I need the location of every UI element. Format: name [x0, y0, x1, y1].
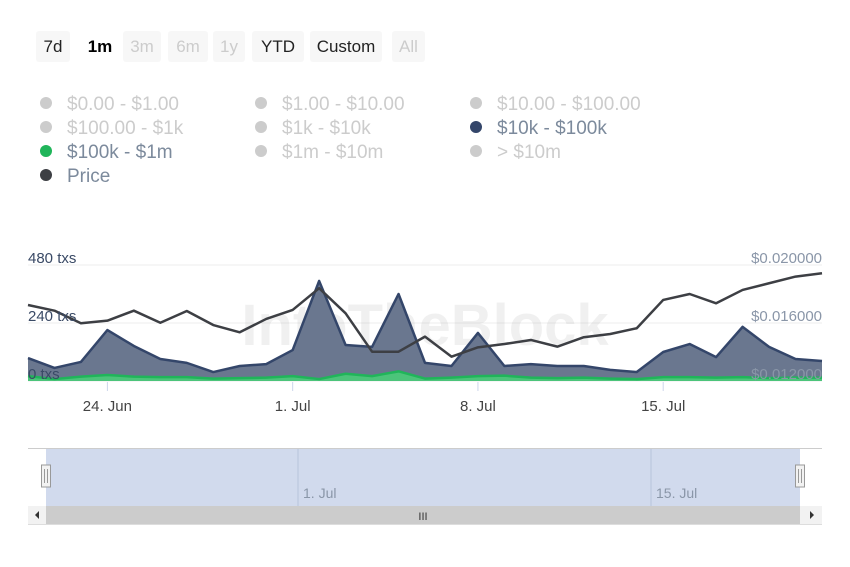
legend-dot-icon: [40, 121, 52, 133]
range-button-1y[interactable]: 1y: [213, 31, 245, 62]
x-tick-label: 8. Jul: [460, 398, 496, 415]
x-tick-label: 24. Jun: [83, 398, 132, 415]
watermark-logo: IntoTheBlock: [241, 293, 609, 358]
legend-dot-icon: [255, 145, 267, 157]
x-tick-label: 15. Jul: [641, 398, 685, 415]
legend-item[interactable]: $100k - $1m: [40, 142, 173, 164]
legend-item[interactable]: $10.00 - $100.00: [470, 94, 641, 116]
legend-dot-icon: [470, 121, 482, 133]
range-button-7d[interactable]: 7d: [36, 31, 70, 62]
legend-dot-icon: [40, 169, 52, 181]
area-line-1: [27, 370, 822, 381]
legend-dot-icon: [40, 97, 52, 109]
legend-label: $1m - $10m: [282, 142, 384, 163]
scroll-right-arrow-icon[interactable]: [810, 511, 814, 519]
legend-dot-icon: [255, 121, 267, 133]
legend-item[interactable]: $100.00 - $1k: [40, 118, 183, 140]
legend-item[interactable]: $1m - $10m: [255, 142, 383, 164]
legend-label: $1.00 - $10.00: [282, 94, 405, 115]
x-tick-label: 1. Jul: [275, 398, 311, 415]
scrollbar-track[interactable]: [28, 506, 822, 524]
y-left-tick-label: 240 txs: [28, 308, 76, 325]
legend-label: $10k - $100k: [497, 118, 607, 139]
legend-item[interactable]: $1.00 - $10.00: [255, 94, 405, 116]
legend-label: $100.00 - $1k: [67, 118, 184, 139]
area-line-0: [27, 279, 823, 374]
legend-dot-icon: [470, 145, 482, 157]
area-series-0: [28, 280, 822, 381]
legend-item[interactable]: > $10m: [470, 142, 561, 164]
legend-label: $10.00 - $100.00: [497, 94, 641, 115]
range-button-custom[interactable]: Custom: [310, 31, 382, 62]
legend-item[interactable]: $0.00 - $1.00: [40, 94, 179, 116]
range-button-1m[interactable]: 1m: [80, 31, 120, 62]
legend-label: $1k - $10k: [282, 118, 371, 139]
scroll-left-arrow-icon[interactable]: [35, 511, 39, 519]
range-button-6m[interactable]: 6m: [168, 31, 208, 62]
legend-item[interactable]: Price: [40, 166, 110, 188]
navigator-tick-label: 15. Jul: [656, 485, 697, 501]
legend-item[interactable]: $10k - $100k: [470, 118, 607, 140]
legend-item[interactable]: $1k - $10k: [255, 118, 371, 140]
y-right-tick-label: $0.016000: [751, 308, 822, 325]
legend-dot-icon: [255, 97, 267, 109]
scrollbar-thumb[interactable]: [46, 506, 800, 524]
y-left-tick-label: 480 txs: [28, 250, 76, 267]
legend-label: Price: [67, 166, 111, 187]
navigator-handle[interactable]: [795, 464, 805, 488]
price-line: [27, 272, 823, 358]
legend-dot-icon: [40, 145, 52, 157]
y-right-tick-label: $0.012000: [751, 366, 822, 383]
navigator-handle[interactable]: [41, 464, 51, 488]
scrollbar-grip: III: [418, 511, 427, 523]
legend-label: $0.00 - $1.00: [67, 94, 179, 115]
navigator-tick-label: 1. Jul: [303, 485, 336, 501]
y-right-tick-label: $0.020000: [751, 250, 822, 267]
range-button-all[interactable]: All: [392, 31, 425, 62]
legend-dot-icon: [470, 97, 482, 109]
legend-label: > $10m: [497, 142, 561, 163]
area-series-1: [28, 371, 822, 381]
y-left-tick-label: 0 txs: [28, 366, 60, 383]
legend-label: $100k - $1m: [67, 142, 173, 163]
navigator: [28, 448, 822, 506]
range-button-3m[interactable]: 3m: [123, 31, 161, 62]
range-button-ytd[interactable]: YTD: [252, 31, 304, 62]
navigator-selection: [46, 449, 800, 506]
